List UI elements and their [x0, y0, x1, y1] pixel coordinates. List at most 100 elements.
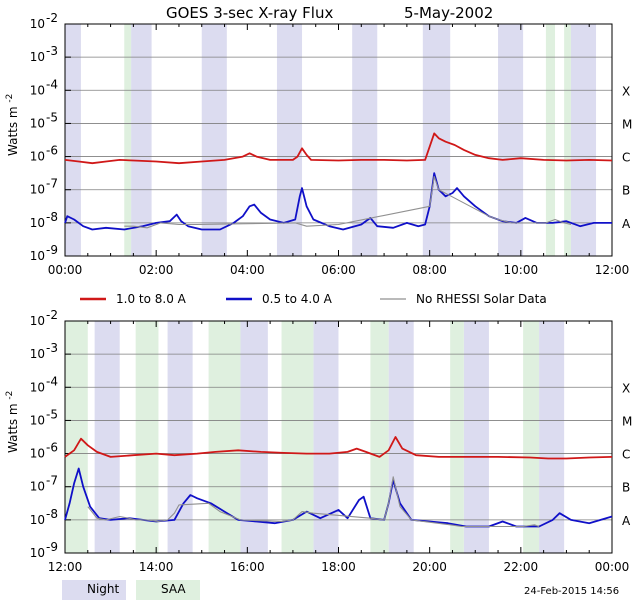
night-band: [276, 24, 303, 256]
saa-legend-label: SAA: [161, 582, 186, 596]
x-tick-label: 14:00: [139, 560, 174, 574]
saa-band: [564, 24, 571, 256]
saa-band: [65, 321, 88, 553]
x-tick-label: 00:00: [48, 263, 83, 277]
saa-band: [208, 321, 241, 553]
night-band: [131, 24, 152, 256]
flare-class-label: M: [622, 414, 632, 428]
x-tick-label: 22:00: [504, 560, 539, 574]
saa-band: [135, 321, 159, 553]
y-tick-exponent: -2: [46, 308, 58, 322]
y-axis-label: Watts m -2: [5, 94, 20, 156]
y-tick-exponent: -3: [46, 44, 58, 58]
flare-class-label: A: [622, 217, 631, 231]
y-tick-exponent: -4: [46, 374, 58, 388]
red-series-line: [64, 132, 613, 165]
y-tick-exponent: -7: [46, 177, 58, 191]
y-tick-label: 10: [30, 447, 45, 461]
blue-series-line: [64, 467, 613, 528]
y-tick-label: 10: [30, 183, 45, 197]
y-tick-label: 10: [30, 314, 45, 328]
y-tick-exponent: -5: [46, 407, 58, 421]
y-tick-exponent: -3: [46, 341, 58, 355]
x-tick-label: 06:00: [321, 263, 356, 277]
gray-series-line: [124, 175, 572, 229]
y-tick-exponent: -7: [46, 474, 58, 488]
night-band: [201, 24, 227, 256]
night-band: [240, 321, 268, 553]
night-band: [94, 321, 120, 553]
y-tick-label: 10: [30, 480, 45, 494]
y-tick-exponent: -8: [46, 507, 58, 521]
night-band: [463, 321, 489, 553]
gray-series-line: [87, 476, 540, 528]
saa-band: [545, 24, 556, 256]
night-band: [388, 321, 414, 553]
y-tick-label: 10: [30, 17, 45, 31]
y-tick-label: 10: [30, 347, 45, 361]
y-tick-exponent: -6: [46, 441, 58, 455]
x-tick-label: 08:00: [412, 263, 447, 277]
night-legend-swatch: [62, 580, 126, 600]
y-tick-exponent: -9: [46, 243, 58, 257]
legend-gray-label: No RHESSI Solar Data: [416, 292, 547, 306]
flare-class-label: X: [622, 381, 630, 395]
legend-red-label: 1.0 to 8.0 A: [116, 292, 187, 306]
x-tick-label: 04:00: [230, 263, 265, 277]
legend-blue-label: 0.5 to 4.0 A: [262, 292, 333, 306]
flare-class-label: C: [622, 151, 630, 165]
x-tick-label: 20:00: [412, 560, 447, 574]
shading-legend: Night SAA: [62, 580, 200, 600]
y-tick-label: 10: [30, 83, 45, 97]
y-tick-label: 10: [30, 380, 45, 394]
y-tick-label: 10: [30, 546, 45, 560]
title-right: 5-May-2002: [404, 4, 493, 22]
y-axis-label-exponent: -2: [5, 94, 15, 103]
y-tick-exponent: -6: [46, 144, 58, 158]
saa-band: [370, 321, 389, 553]
x-tick-label: 12:00: [595, 263, 630, 277]
x-tick-label: 10:00: [504, 263, 539, 277]
flare-class-label: C: [622, 448, 630, 462]
flare-class-label: B: [622, 184, 630, 198]
red-series-line: [64, 436, 613, 460]
y-tick-label: 10: [30, 50, 45, 64]
saa-band: [124, 24, 132, 256]
x-tick-label: 02:00: [139, 263, 174, 277]
y-tick-label: 10: [30, 413, 45, 427]
y-axis-label: Watts m -2: [5, 391, 20, 453]
night-band: [167, 321, 193, 553]
x-tick-label: 18:00: [321, 560, 356, 574]
night-band: [498, 24, 524, 256]
flare-class-label: B: [622, 481, 630, 495]
night-band: [65, 24, 81, 256]
y-axis-label-exponent: -2: [5, 391, 15, 400]
y-tick-label: 10: [30, 116, 45, 130]
y-tick-label: 10: [30, 513, 45, 527]
series-legend: 1.0 to 8.0 A 0.5 to 4.0 A No RHESSI Sola…: [80, 292, 547, 306]
saa-legend-swatch: [136, 580, 200, 600]
flare-class-label: A: [622, 514, 631, 528]
y-tick-exponent: -5: [46, 110, 58, 124]
y-tick-label: 10: [30, 216, 45, 230]
y-tick-exponent: -2: [46, 11, 58, 25]
saa-band: [523, 321, 540, 553]
x-tick-label: 16:00: [230, 560, 265, 574]
saa-band: [281, 321, 314, 553]
night-band: [313, 321, 339, 553]
night-legend-label: Night: [87, 582, 120, 596]
y-tick-exponent: -8: [46, 210, 58, 224]
x-tick-label: 00:00: [595, 560, 630, 574]
flare-class-label: X: [622, 84, 630, 98]
footer-timestamp: 24-Feb-2015 14:56: [524, 586, 619, 597]
y-tick-exponent: -9: [46, 540, 58, 554]
flare-class-label: M: [622, 117, 632, 131]
night-band: [422, 24, 451, 256]
night-band: [570, 24, 597, 256]
saa-band: [450, 321, 464, 553]
title-left: GOES 3-sec X-ray Flux: [166, 4, 333, 22]
y-tick-label: 10: [30, 249, 45, 263]
